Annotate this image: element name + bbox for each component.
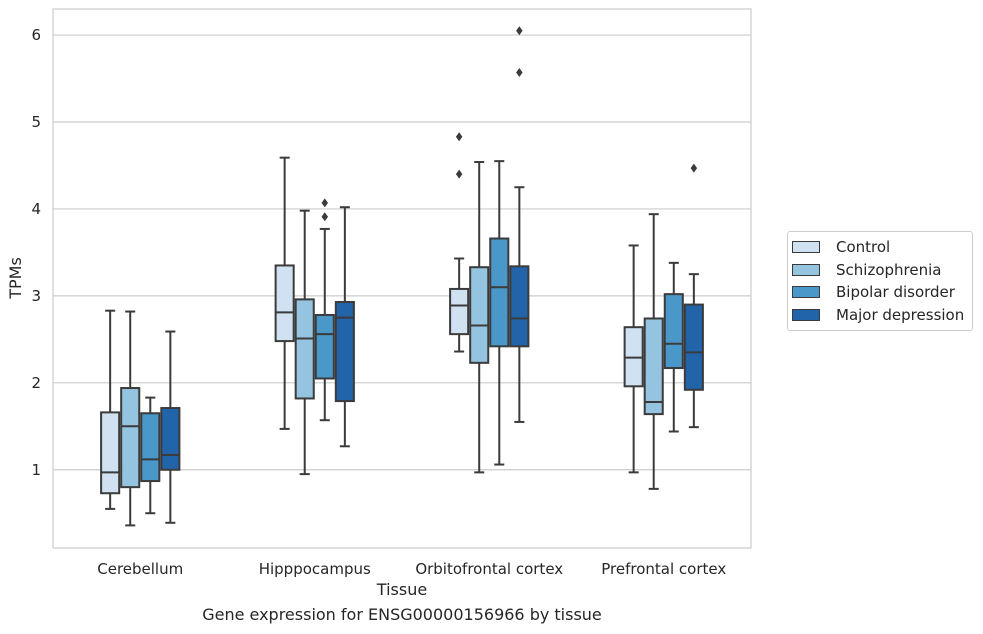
outlier-point — [690, 163, 698, 173]
legend-item-control: Control — [788, 236, 972, 259]
outlier-point — [455, 169, 463, 179]
legend-swatch-bipolar-disorder — [792, 286, 820, 299]
outlier-point — [321, 198, 329, 208]
legend-swatch-major-depression — [792, 308, 820, 321]
outlier-point — [321, 212, 329, 222]
box-bipolar-disorder-2 — [489, 160, 510, 466]
grid-lines — [53, 34, 751, 471]
box-schizophrenia-1 — [294, 209, 315, 476]
box-iqr — [509, 265, 530, 348]
legend: Control Schizophrenia Bipolar disorder M… — [787, 231, 973, 331]
box-iqr — [140, 412, 161, 483]
box-control-3 — [623, 244, 644, 474]
outlier-point — [516, 67, 523, 77]
box-schizophrenia-3 — [643, 213, 664, 490]
box-iqr — [643, 317, 664, 416]
figure-caption: Gene expression for ENSG00000156966 by t… — [202, 605, 602, 624]
box-iqr — [100, 411, 121, 495]
box-bipolar-disorder-3 — [663, 261, 684, 433]
box-iqr — [334, 300, 355, 403]
box-bipolar-disorder-1 — [314, 198, 335, 422]
plot-area-frame — [52, 8, 752, 549]
outlier-point — [516, 26, 523, 36]
legend-label-bipolar-disorder: Bipolar disorder — [836, 283, 955, 302]
legend-label-major-depression: Major depression — [836, 305, 965, 324]
y-axis-ticks: 1 2 3 4 5 6 — [31, 26, 41, 479]
box-major-depression-3 — [683, 163, 704, 429]
box-schizophrenia-0 — [120, 310, 141, 527]
box-iqr — [294, 298, 315, 400]
box-iqr — [489, 237, 510, 348]
box-iqr — [120, 387, 141, 489]
x-tick-label: Orbitofrontal cortex — [415, 560, 563, 578]
y-tick-label: 2 — [31, 374, 41, 392]
box-major-depression-0 — [160, 330, 181, 524]
legend-item-bipolar-disorder: Bipolar disorder — [788, 281, 972, 304]
y-tick-label: 4 — [31, 200, 41, 218]
x-axis-label: Tissue — [376, 580, 427, 599]
box-iqr — [274, 264, 295, 343]
x-tick-label: Cerebellum — [97, 560, 183, 578]
legend-label-control: Control — [836, 238, 891, 257]
box-schizophrenia-2 — [469, 161, 490, 474]
y-tick-label: 6 — [31, 26, 41, 44]
legend-item-schizophrenia: Schizophrenia — [788, 259, 972, 282]
legend-item-major-depression: Major depression — [788, 304, 972, 327]
legend-label-schizophrenia: Schizophrenia — [836, 260, 942, 279]
box-bipolar-disorder-0 — [140, 396, 161, 515]
legend-swatch-control — [792, 241, 820, 254]
box-major-depression-1 — [334, 206, 355, 448]
y-tick-label: 5 — [31, 113, 41, 131]
y-axis-label: TPMs — [6, 257, 25, 300]
x-axis-ticks: Cerebellum Hipppocampus Orbitofrontal cort… — [97, 560, 726, 578]
box-control-0 — [100, 309, 121, 510]
box-iqr — [663, 293, 684, 370]
box-iqr — [160, 407, 181, 471]
box-iqr — [469, 266, 490, 364]
box-control-2 — [449, 132, 470, 353]
legend-swatch-schizophrenia — [792, 263, 820, 276]
box-iqr — [449, 287, 470, 336]
x-tick-label: Prefrontal cortex — [601, 560, 726, 578]
box-iqr — [314, 314, 335, 380]
boxes — [100, 26, 704, 527]
box-iqr — [683, 303, 704, 391]
y-tick-label: 1 — [31, 461, 41, 479]
x-tick-label: Hipppocampus — [259, 560, 371, 578]
outlier-point — [455, 132, 463, 142]
box-control-1 — [274, 156, 295, 430]
y-tick-label: 3 — [31, 287, 41, 305]
box-major-depression-2 — [509, 26, 530, 423]
